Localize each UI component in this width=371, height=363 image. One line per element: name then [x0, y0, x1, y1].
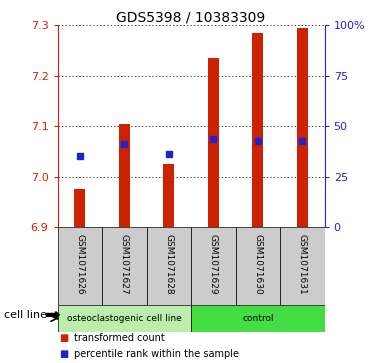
Bar: [280, 227, 325, 305]
Bar: [163, 164, 174, 227]
Text: GSM1071630: GSM1071630: [253, 234, 262, 295]
Bar: [147, 227, 191, 305]
Text: transformed count: transformed count: [74, 333, 165, 343]
Bar: [297, 28, 308, 227]
Text: GSM1071627: GSM1071627: [120, 234, 129, 295]
Text: GSM1071628: GSM1071628: [164, 234, 173, 295]
Bar: [119, 124, 130, 227]
Text: GSM1071631: GSM1071631: [298, 234, 307, 295]
Bar: [252, 33, 263, 227]
Text: ■: ■: [59, 349, 69, 359]
Bar: [58, 305, 191, 332]
Text: GSM1071629: GSM1071629: [209, 234, 218, 295]
Bar: [102, 227, 147, 305]
Bar: [208, 58, 219, 227]
Bar: [191, 305, 325, 332]
Text: percentile rank within the sample: percentile rank within the sample: [74, 349, 239, 359]
Title: GDS5398 / 10383309: GDS5398 / 10383309: [116, 10, 266, 24]
Text: control: control: [242, 314, 273, 323]
Text: cell line: cell line: [4, 310, 47, 320]
Bar: [58, 227, 102, 305]
Text: osteoclastogenic cell line: osteoclastogenic cell line: [67, 314, 182, 323]
Text: ■: ■: [59, 333, 69, 343]
Bar: [236, 227, 280, 305]
Bar: [191, 227, 236, 305]
Text: GSM1071626: GSM1071626: [75, 234, 84, 295]
Bar: [74, 189, 85, 227]
